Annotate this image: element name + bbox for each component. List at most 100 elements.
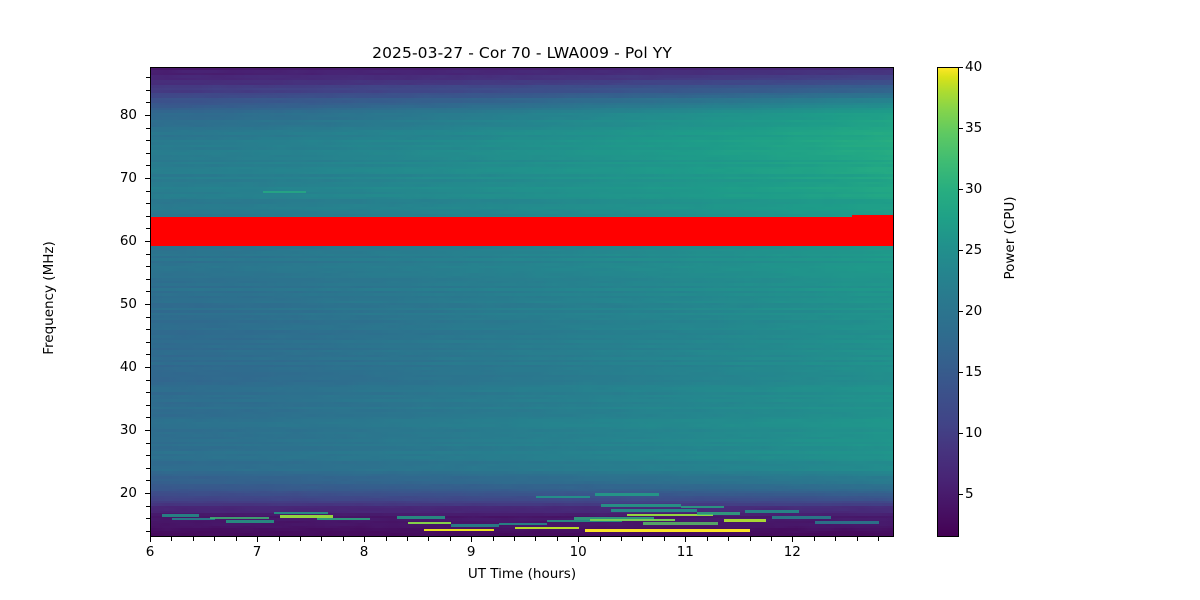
spectrogram-row (151, 92, 893, 96)
spectrogram-row (151, 436, 893, 440)
x-axis-minor-tick (813, 537, 815, 541)
spectrogram-row (151, 179, 893, 183)
y-axis-tick-label: 70 (119, 169, 137, 186)
rfi-streak (771, 516, 831, 519)
spectrogram-row (151, 169, 893, 173)
y-axis-tick-label: 30 (119, 421, 137, 438)
spectrogram-row (151, 461, 893, 465)
y-axis-minor-tick (146, 417, 150, 419)
spectrogram-row (151, 117, 893, 121)
spectrogram-row (151, 95, 893, 99)
spectrogram-row (151, 159, 893, 163)
spectrogram-row (151, 134, 893, 138)
spectrogram-row (151, 510, 893, 514)
spectrogram-row (151, 246, 893, 250)
x-axis-minor-tick (428, 537, 430, 541)
rfi-streak (589, 518, 676, 522)
y-axis-minor-tick (146, 316, 150, 318)
spectrogram-row (151, 196, 893, 200)
x-axis-tick-label: 12 (783, 544, 801, 560)
spectrogram-axes[interactable] (150, 67, 894, 537)
spectrogram-row (151, 426, 893, 430)
spectrogram-row (151, 171, 893, 175)
spectrogram-row (151, 85, 893, 89)
spectrogram-row (151, 149, 893, 153)
x-axis-minor-tick (728, 537, 730, 541)
spectrogram-row (151, 278, 893, 282)
spectrogram-row (151, 416, 893, 420)
x-axis-minor-tick (299, 537, 301, 541)
spectrogram-row (151, 345, 893, 349)
spectrogram-row (151, 315, 893, 319)
spectrogram-row (151, 352, 893, 356)
spectrogram-row (151, 486, 893, 490)
colorbar-axes[interactable] (937, 67, 959, 537)
spectrogram-row (151, 251, 893, 255)
spectrogram-row (151, 493, 893, 497)
spectrogram-row (151, 332, 893, 336)
spectrogram-row (151, 105, 893, 109)
spectrogram-row (151, 389, 893, 393)
y-axis-tick-label: 80 (119, 106, 137, 123)
spectrogram-row (151, 176, 893, 180)
spectrogram-row (151, 397, 893, 401)
rfi-streak (498, 522, 548, 526)
spectrogram-row (151, 488, 893, 492)
spectrogram-row (151, 374, 893, 378)
spectrogram-row (151, 253, 893, 257)
x-axis-minor-tick (535, 537, 537, 541)
spectrogram-row (151, 204, 893, 208)
x-axis-minor-tick (877, 537, 879, 541)
rfi-streak (595, 493, 660, 496)
spectrogram-row (151, 364, 893, 368)
rfi-streak (547, 519, 622, 523)
spectrogram-row (151, 325, 893, 329)
spectrogram-row (151, 518, 893, 522)
rfi-streak (515, 526, 580, 530)
y-axis-minor-tick (146, 203, 150, 205)
x-axis-major-tick (471, 537, 473, 543)
rfi-streak (723, 519, 767, 522)
rfi-streak (536, 495, 590, 499)
spectrogram-row (151, 317, 893, 321)
x-axis-minor-tick (514, 537, 516, 541)
y-axis-minor-tick (146, 102, 150, 104)
x-axis-minor-tick (235, 537, 237, 541)
spectrogram-row (151, 424, 893, 428)
x-axis-minor-tick (192, 537, 194, 541)
y-axis-major-tick (144, 492, 150, 494)
spectrogram-row (151, 258, 893, 262)
spectrogram-row (151, 124, 893, 128)
y-axis-minor-tick (146, 127, 150, 129)
spectrogram-row (151, 166, 893, 170)
spectrogram-row (151, 503, 893, 507)
spectrogram-row (151, 444, 893, 448)
y-axis-major-tick (144, 429, 150, 431)
spectrogram-row (151, 82, 893, 86)
spectrogram-row (151, 350, 893, 354)
spectrogram-row (151, 473, 893, 477)
spectrogram-row (151, 293, 893, 297)
spectrogram-row (151, 505, 893, 509)
spectrogram-row (151, 456, 893, 460)
spectrogram-row (151, 303, 893, 307)
spectrogram-row (151, 201, 893, 205)
colorbar-tick-label: 35 (965, 120, 983, 136)
colorbar-tick (959, 189, 963, 191)
spectrogram-row (151, 152, 893, 156)
spectrogram-row (151, 107, 893, 111)
spectrogram-row (151, 213, 893, 217)
spectrogram-row (151, 330, 893, 334)
x-axis-minor-tick (342, 537, 344, 541)
spectrogram-row (151, 409, 893, 413)
spectrogram-row (151, 209, 893, 213)
spectrogram-row (151, 458, 893, 462)
x-axis-major-tick (257, 537, 259, 543)
spectrogram-row (151, 508, 893, 512)
spectrogram-row (151, 530, 893, 534)
spectrogram-row (151, 112, 893, 116)
y-axis-tick-label: 20 (119, 484, 137, 501)
colorbar-tick (959, 311, 963, 313)
spectrogram-row (151, 535, 893, 536)
spectrogram-row (151, 206, 893, 210)
